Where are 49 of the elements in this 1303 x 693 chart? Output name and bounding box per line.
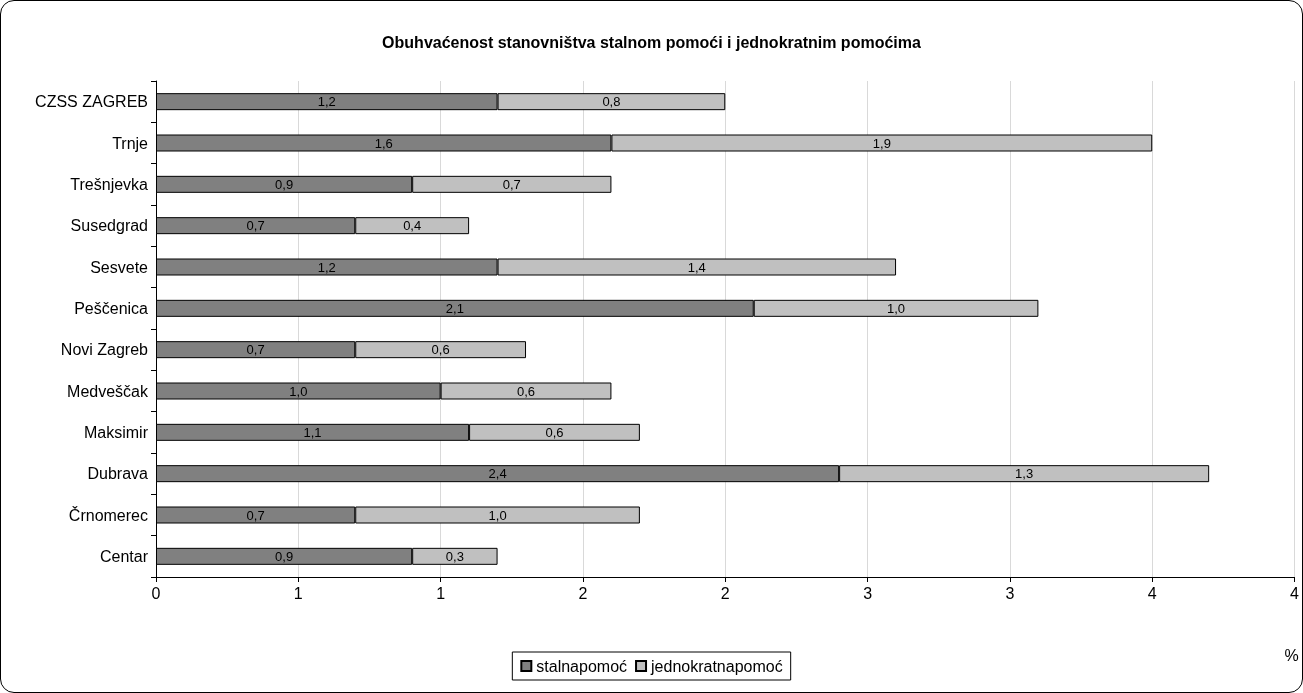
y-tick-label: Susedgrad [70,217,148,235]
data-label: 0,7 [502,176,521,192]
x-tick-label: 0 [151,584,161,602]
data-label: 1,6 [374,135,393,151]
data-label: 1,2 [317,94,336,110]
y-tick-label: Medveščak [67,382,149,400]
data-label: 1,1 [303,424,322,440]
legend-label: jednokratnapomoć [650,657,783,675]
x-tick-label: 2 [578,584,588,602]
data-label: 0,7 [246,342,265,358]
data-label: 0,9 [275,548,294,564]
data-label: 0,4 [403,218,422,234]
y-tick-label: Centar [99,547,149,565]
data-label: 0,7 [246,507,265,523]
y-tick-label: Sesvete [90,258,149,276]
y-tick-label: Trešnjevka [70,175,149,193]
data-label: 1,0 [887,300,906,316]
data-label: 1,0 [289,383,308,399]
x-tick-label: 1 [436,584,446,602]
x-tick-label: 4 [1290,584,1300,602]
x-tick-label: 3 [863,584,873,602]
data-label: 1,4 [687,259,706,275]
x-axis-title: % [1284,646,1299,664]
data-label: 0,6 [516,383,536,399]
y-tick-label: Peščenica [74,299,149,317]
x-tick-label: 1 [293,584,303,602]
x-tick-label: 4 [1147,584,1157,602]
x-tick-label: 3 [1005,584,1015,602]
y-tick-label: CZSS ZAGREB [35,93,148,111]
y-tick-label: Trnje [112,134,149,152]
data-label: 0,7 [246,218,265,234]
y-tick-label: Maksimir [84,423,149,441]
data-label: 2,1 [445,300,464,316]
data-label: 1,9 [872,135,891,151]
data-label: 2,4 [488,466,507,482]
data-label: 0,8 [602,94,621,110]
data-label: 1,0 [488,507,507,523]
data-label: 1,3 [1015,466,1034,482]
y-tick-label: Črnomerec [68,505,148,524]
legend-label: stalnapomoć [536,657,628,675]
data-label: 0,3 [445,548,464,564]
data-label: 0,6 [431,342,450,358]
data-label: 0,6 [545,424,564,440]
x-tick-label: 2 [720,584,730,602]
data-label: 0,9 [275,176,294,192]
chart-title: Obuhvaćenost stanovništva stalnom pomoći i jednokratnim pomoćima [382,33,921,51]
y-tick-label: Dubrava [87,465,149,483]
data-label: 1,2 [317,259,336,275]
y-tick-label: Novi Zagreb [60,341,149,359]
